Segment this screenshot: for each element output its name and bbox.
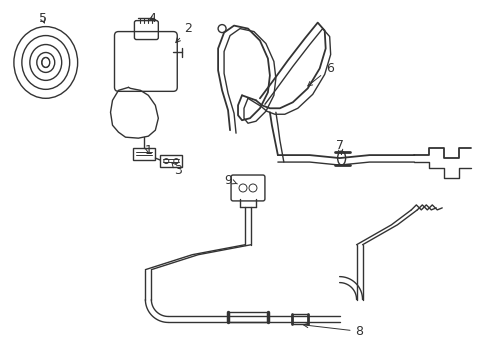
Text: 6: 6 [307,62,333,86]
Text: 9: 9 [224,174,237,186]
Text: 3: 3 [171,162,182,176]
Text: 1: 1 [144,144,152,157]
Text: 2: 2 [176,22,192,42]
Bar [160,155,182,167]
Text: 5: 5 [39,12,47,25]
Text: 7: 7 [335,139,343,154]
Text: 8: 8 [303,323,363,338]
Ellipse shape [337,151,345,165]
Bar [133,148,155,160]
Text: 4: 4 [148,12,156,25]
